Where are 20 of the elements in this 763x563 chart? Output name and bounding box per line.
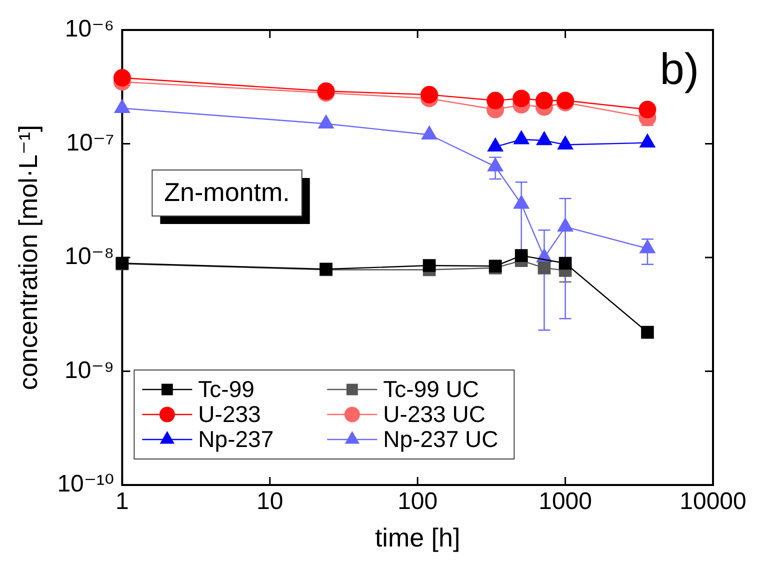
y-tick-label: 10⁻¹⁰ [57, 470, 114, 498]
legend-label: Np-237 [198, 426, 274, 452]
annotation: b) [660, 45, 699, 94]
x-tick-label: 1 [115, 488, 129, 516]
y-tick-label: 10⁻⁸ [64, 243, 114, 270]
legend-label: U-233 [198, 400, 261, 427]
legend-label: Tc-99 [198, 376, 254, 402]
legend-label: Tc-99 UC [383, 376, 480, 402]
x-tick-label: 10 [256, 488, 284, 516]
legend-label: U-233 UC [383, 400, 486, 427]
annotation: Zn-montm. [164, 177, 290, 208]
y-tick-label: 10⁻⁹ [64, 356, 114, 384]
x-tick-label: 10000 [680, 488, 746, 516]
y-axis-title: concentration [mol·L⁻¹] [12, 124, 43, 390]
y-tick-label: 10⁻⁶ [64, 16, 114, 43]
x-axis-title: time [h] [374, 522, 460, 553]
x-tick-label: 1000 [538, 488, 592, 516]
x-tick-label: 100 [398, 488, 438, 516]
y-tick-label: 10⁻⁷ [66, 129, 114, 156]
legend-label: Np-237 UC [383, 426, 498, 452]
